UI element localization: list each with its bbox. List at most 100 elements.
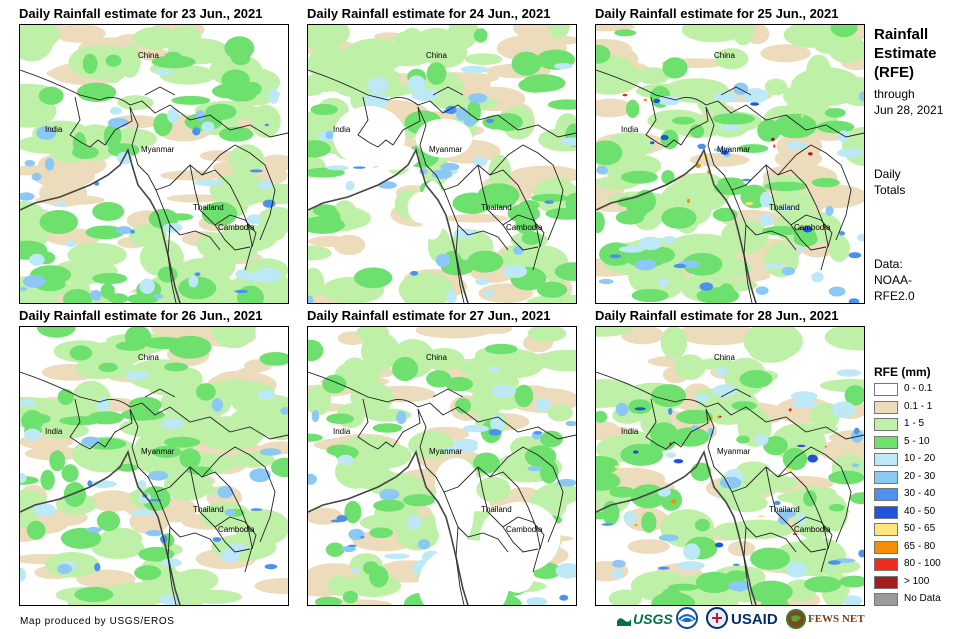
rfe-title: Rainfall Estimate (RFE) bbox=[874, 25, 937, 82]
country-border bbox=[489, 446, 564, 543]
rainfall-panel-jun27: Daily Rainfall estimate for 27 Jun., 202… bbox=[307, 308, 597, 606]
country-label-myanmar: Myanmar bbox=[429, 447, 463, 456]
country-label-myanmar: Myanmar bbox=[717, 145, 751, 154]
map-credit: Map produced by USGS/EROS bbox=[20, 616, 175, 627]
legend-swatch bbox=[874, 540, 898, 554]
coastline bbox=[308, 449, 469, 605]
country-border bbox=[745, 526, 797, 553]
coastline bbox=[596, 147, 757, 303]
legend-label: 30 - 40 bbox=[904, 488, 936, 499]
fewsnet-text: FEWS NET bbox=[808, 613, 865, 625]
rainfall-field bbox=[596, 327, 864, 605]
legend-swatch bbox=[874, 453, 898, 466]
usgs-wave-icon bbox=[617, 612, 631, 626]
country-label-china: China bbox=[714, 353, 735, 362]
rainfall-map: China India Myanmar Thailand Cambodia bbox=[307, 24, 577, 304]
coastline bbox=[308, 147, 469, 303]
country-label-china: China bbox=[138, 51, 159, 60]
country-border bbox=[645, 398, 709, 450]
country-border bbox=[155, 164, 253, 271]
legend-label: 5 - 10 bbox=[904, 435, 930, 447]
rainfall-map: China India Myanmar Thailand Cambodia bbox=[19, 326, 289, 606]
data-source: Data: NOAA- RFE2.0 bbox=[874, 256, 915, 304]
legend-swatch bbox=[874, 418, 898, 431]
rainfall-panel-jun26: Daily Rainfall estimate for 26 Jun., 202… bbox=[19, 308, 309, 606]
legend-label: 80 - 100 bbox=[904, 558, 941, 569]
data-source-product: RFE2.0 bbox=[874, 289, 915, 303]
country-border bbox=[155, 466, 253, 573]
panel-title: Daily Rainfall estimate for 26 Jun., 202… bbox=[19, 308, 263, 323]
legend-label: 40 - 50 bbox=[904, 505, 936, 517]
country-border bbox=[745, 224, 797, 251]
country-border bbox=[308, 69, 576, 138]
country-label-thailand: Thailand bbox=[769, 203, 800, 212]
panel-title: Daily Rainfall estimate for 27 Jun., 202… bbox=[307, 308, 551, 323]
legend-swatch bbox=[874, 575, 898, 589]
rainfall-map: China India Myanmar Thailand Cambodia bbox=[595, 24, 865, 304]
country-border bbox=[457, 224, 509, 251]
country-border bbox=[357, 96, 421, 148]
country-label-cambodia: Cambodia bbox=[506, 525, 543, 534]
fewsnet-globe-icon bbox=[786, 609, 806, 629]
country-label-india: India bbox=[45, 427, 63, 436]
country-label-china: China bbox=[426, 51, 447, 60]
rfe-title-line: (RFE) bbox=[874, 64, 914, 81]
country-border bbox=[731, 466, 829, 573]
legend-label: 0 - 0.1 bbox=[904, 383, 933, 394]
legend-swatch bbox=[874, 523, 898, 536]
country-border bbox=[20, 69, 288, 138]
legend-label: 10 - 20 bbox=[904, 453, 936, 464]
daily-totals-note: Daily Totals bbox=[874, 166, 905, 198]
panel-title: Daily Rainfall estimate for 28 Jun., 202… bbox=[595, 308, 839, 323]
totals-label: Totals bbox=[874, 183, 906, 197]
daily-label: Daily bbox=[874, 167, 901, 181]
country-border bbox=[357, 398, 421, 450]
country-border bbox=[69, 96, 133, 148]
legend-label: > 100 bbox=[904, 575, 930, 587]
country-border bbox=[790, 214, 833, 248]
rfe-title-line: Estimate bbox=[874, 45, 937, 62]
usgs-text: USGS bbox=[633, 611, 673, 627]
country-label-myanmar: Myanmar bbox=[141, 447, 175, 456]
legend-swatch bbox=[874, 470, 898, 484]
legend-swatch bbox=[874, 593, 898, 606]
legend-label: 65 - 80 bbox=[904, 540, 936, 552]
country-border bbox=[489, 144, 564, 241]
rfe-title-line: Rainfall bbox=[874, 26, 929, 43]
country-label-india: India bbox=[333, 125, 351, 134]
country-border bbox=[777, 446, 852, 543]
panel-title: Daily Rainfall estimate for 23 Jun., 202… bbox=[19, 6, 263, 21]
country-border bbox=[20, 371, 288, 440]
rainfall-field bbox=[20, 327, 288, 605]
country-label-cambodia: Cambodia bbox=[218, 223, 255, 232]
country-label-india: India bbox=[333, 427, 351, 436]
country-border bbox=[596, 69, 864, 138]
legend-swatch bbox=[874, 435, 898, 449]
country-border bbox=[443, 164, 541, 271]
legend-label: 1 - 5 bbox=[904, 418, 925, 429]
country-label-cambodia: Cambodia bbox=[794, 525, 831, 534]
coastline bbox=[596, 449, 757, 605]
country-label-thailand: Thailand bbox=[481, 203, 512, 212]
country-label-cambodia: Cambodia bbox=[506, 223, 543, 232]
country-border bbox=[645, 96, 709, 148]
rainfall-map: China India Myanmar Thailand Cambodia bbox=[19, 24, 289, 304]
country-border bbox=[596, 371, 864, 440]
rainfall-field bbox=[20, 25, 288, 303]
country-label-myanmar: Myanmar bbox=[717, 447, 751, 456]
country-label-china: China bbox=[426, 353, 447, 362]
rainfall-panel-jun25: Daily Rainfall estimate for 25 Jun., 202… bbox=[595, 6, 885, 304]
country-border bbox=[144, 86, 176, 96]
country-border bbox=[443, 466, 541, 573]
country-border bbox=[720, 388, 752, 398]
fewsnet-logo: FEWS NET bbox=[808, 607, 865, 631]
country-label-india: India bbox=[621, 427, 639, 436]
usgs-logo: USGS bbox=[617, 607, 673, 631]
country-label-china: China bbox=[714, 51, 735, 60]
country-label-india: India bbox=[45, 125, 63, 134]
legend-title: RFE (mm) bbox=[874, 365, 931, 379]
rainfall-field bbox=[308, 327, 576, 605]
rainfall-panel-jun23: Daily Rainfall estimate for 23 Jun., 202… bbox=[19, 6, 309, 304]
country-border bbox=[502, 214, 545, 248]
country-border bbox=[69, 398, 133, 450]
